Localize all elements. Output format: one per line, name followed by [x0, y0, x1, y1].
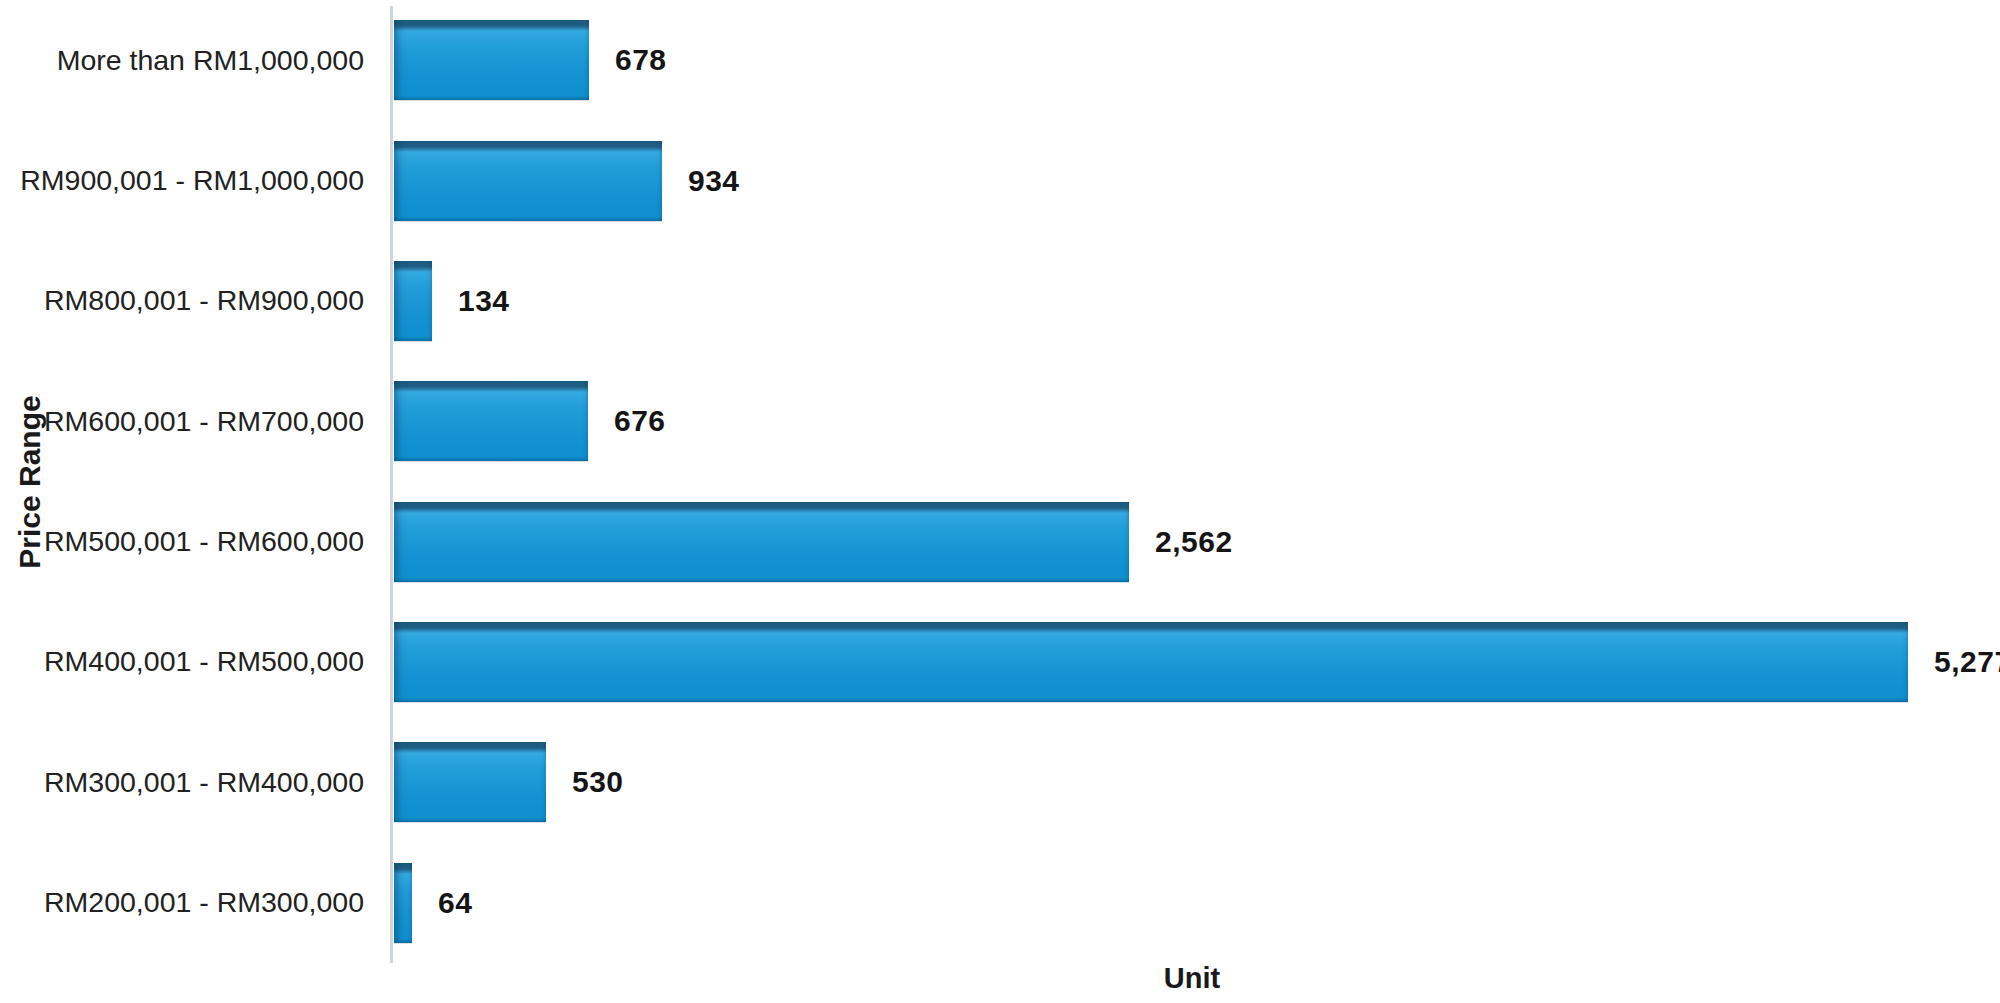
bar-cell: 2,562	[390, 481, 2000, 601]
bar	[394, 502, 1129, 582]
bar-cell: 678	[390, 0, 2000, 120]
category-label: RM300,001 - RM400,000	[0, 766, 390, 799]
value-label: 134	[458, 284, 510, 318]
x-axis-title: Unit	[392, 962, 1992, 995]
category-label: RM400,001 - RM500,000	[0, 645, 390, 678]
category-label: RM800,001 - RM900,000	[0, 284, 390, 317]
chart-row: RM500,001 - RM600,000 2,562	[0, 481, 2000, 601]
y-axis-line	[390, 6, 393, 963]
bar	[394, 381, 588, 461]
bar-cell: 530	[390, 722, 2000, 842]
chart-row: RM200,001 - RM300,000 64	[0, 843, 2000, 963]
category-label: RM600,001 - RM700,000	[0, 405, 390, 438]
bar	[394, 742, 546, 822]
plot-area: More than RM1,000,000 678 RM900,001 - RM…	[0, 0, 2000, 963]
chart-row: RM400,001 - RM500,000 5,277	[0, 602, 2000, 722]
value-label: 676	[614, 404, 666, 438]
bar-cell: 134	[390, 241, 2000, 361]
value-label: 64	[438, 886, 472, 920]
bar	[394, 261, 432, 341]
bar	[394, 141, 662, 221]
category-label: RM500,001 - RM600,000	[0, 525, 390, 558]
horizontal-bar-chart: Price Range More than RM1,000,000 678 RM…	[0, 0, 2000, 1003]
bar	[394, 863, 412, 943]
category-label: RM200,001 - RM300,000	[0, 886, 390, 919]
value-label: 934	[688, 164, 740, 198]
value-label: 678	[615, 43, 667, 77]
chart-row: RM900,001 - RM1,000,000 934	[0, 120, 2000, 240]
chart-row: RM600,001 - RM700,000 676	[0, 361, 2000, 481]
value-label: 530	[572, 765, 624, 799]
bar-cell: 934	[390, 120, 2000, 240]
chart-row: RM300,001 - RM400,000 530	[0, 722, 2000, 842]
category-label: RM900,001 - RM1,000,000	[0, 164, 390, 197]
bar-cell: 64	[390, 843, 2000, 963]
bar-cell: 676	[390, 361, 2000, 481]
value-label: 2,562	[1155, 525, 1233, 559]
bar	[394, 622, 1908, 702]
value-label: 5,277	[1934, 645, 2000, 679]
bar	[394, 20, 589, 100]
chart-row: More than RM1,000,000 678	[0, 0, 2000, 120]
chart-row: RM800,001 - RM900,000 134	[0, 241, 2000, 361]
bar-cell: 5,277	[390, 602, 2000, 722]
category-label: More than RM1,000,000	[0, 44, 390, 77]
